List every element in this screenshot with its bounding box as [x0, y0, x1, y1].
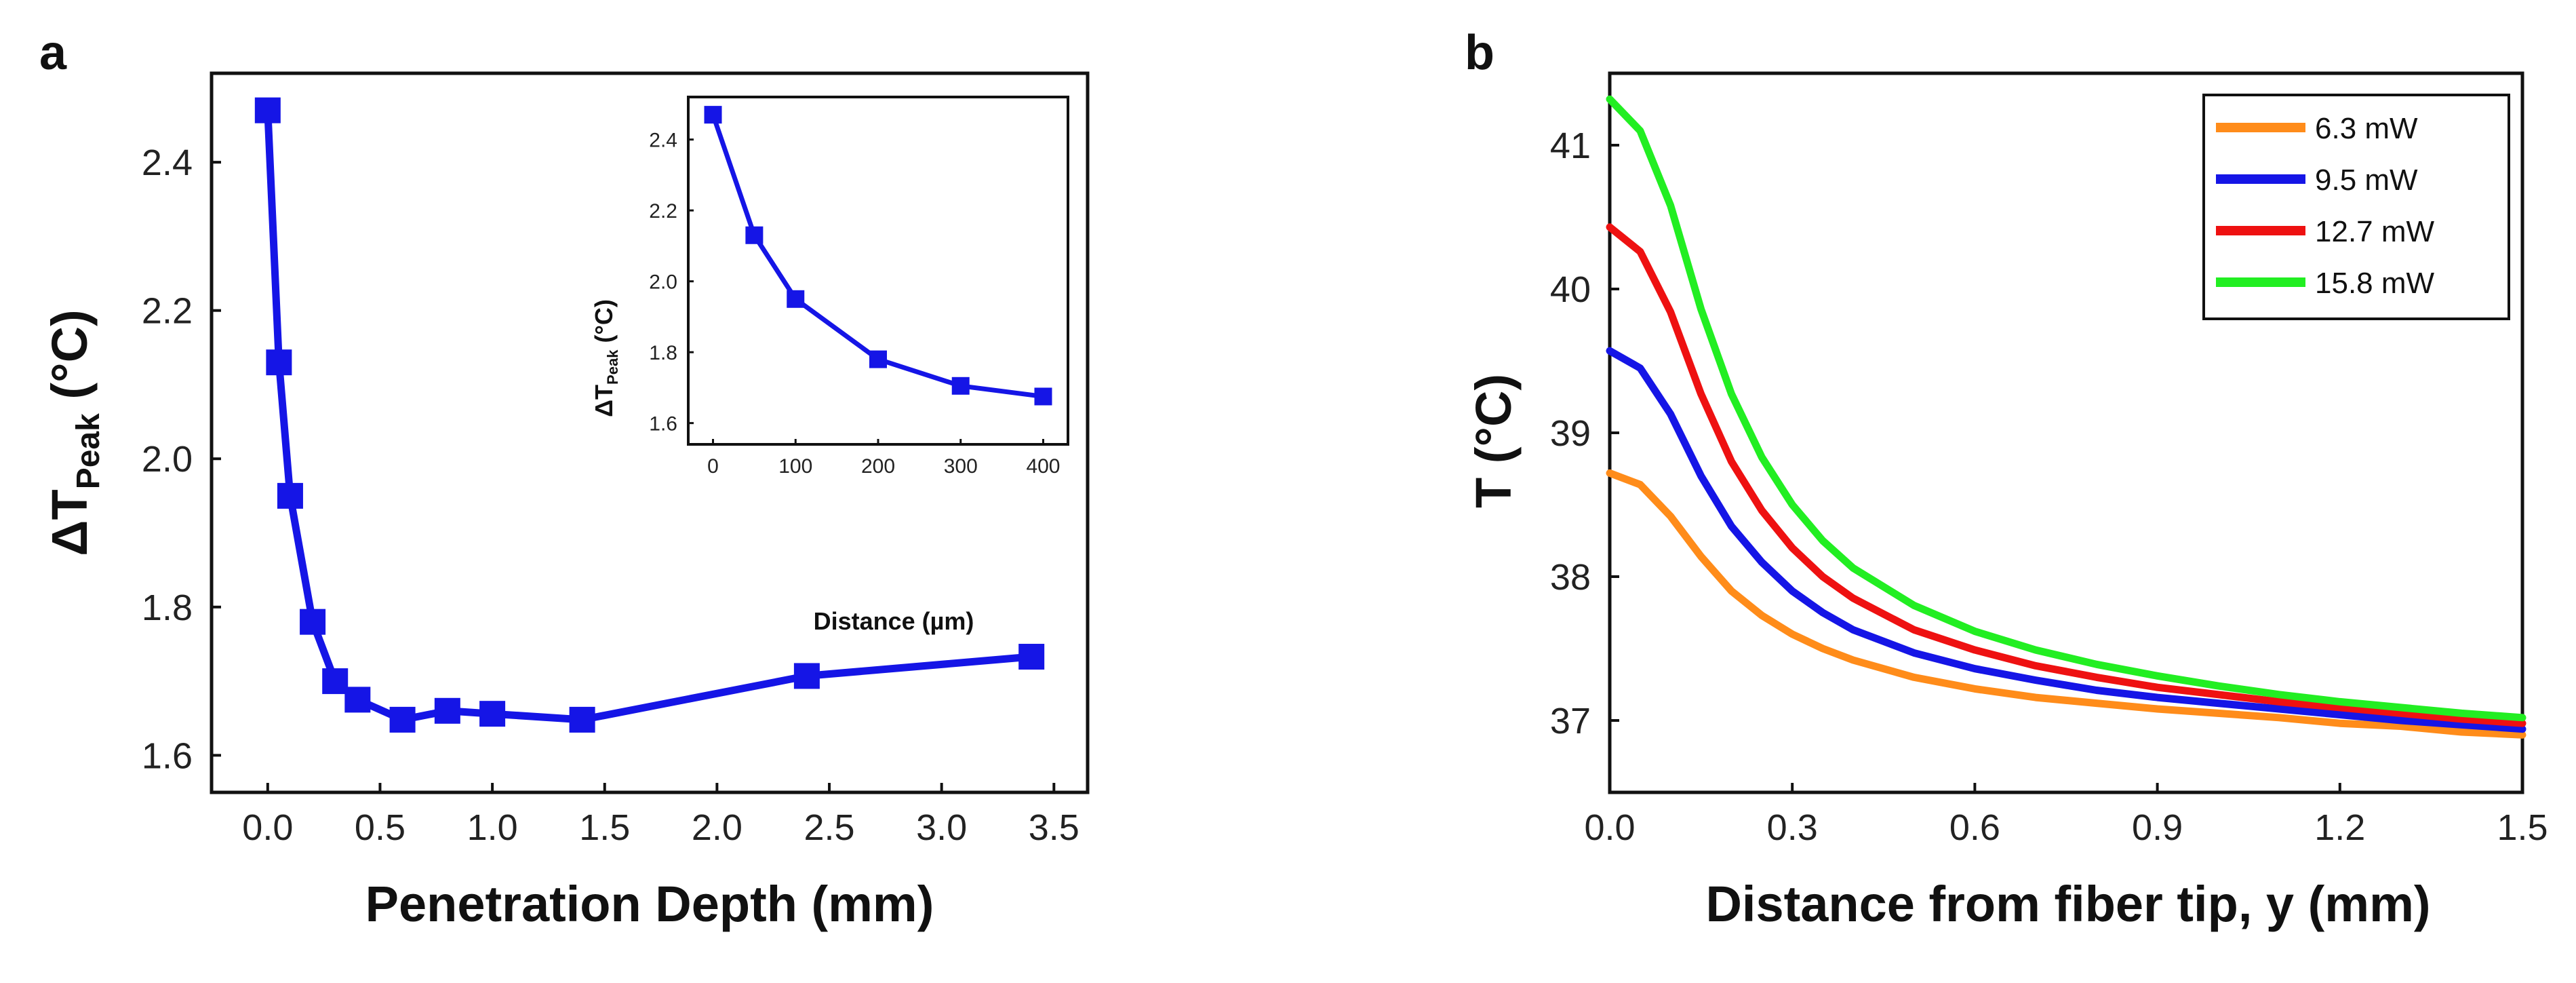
a-inset-y-tick-label: 2.2 [649, 200, 677, 223]
panel-label-a: a [39, 26, 67, 80]
a-main-x-tick-label: 2.0 [692, 807, 742, 848]
a-main-x-tick-label: 0.5 [355, 807, 405, 848]
a-main-data-group [254, 97, 1045, 733]
a-inset-y-tick-label: 1.6 [649, 413, 677, 436]
a-main-data-point [1018, 644, 1045, 670]
plot-frame-a [210, 71, 1090, 794]
a-inset-data-group [704, 106, 1052, 406]
y-axis-title-b: T (°C) [1465, 374, 1522, 508]
a-main-data-point [389, 706, 416, 733]
a-main-data-point [434, 697, 460, 724]
a-main-x-tick-label: 2.5 [804, 807, 854, 848]
b-series-line-3 [1606, 223, 2527, 727]
legend-label-1: 6.3 mW [2315, 112, 2418, 145]
b-x-tick-label: 1.2 [2314, 807, 2365, 848]
a-main-series-line-1 [264, 107, 1035, 724]
a-main-x-tick-label: 1.0 [467, 807, 518, 848]
a-inset-x-tick-label: 200 [861, 455, 895, 478]
chart-b: 0.0 0.3 0.6 0.9 1.2 1.5 37 38 39 40 41 6.3 mW 9.5 m… [1465, 71, 2548, 932]
a-inset-data-point [787, 290, 805, 308]
b-series-line-4 [1606, 95, 2527, 722]
legend-label-2: 9.5 mW [2315, 163, 2418, 197]
legend-label-3: 12.7 mW [2315, 215, 2435, 248]
inset-y-axis-title-suffix: (°C) [590, 299, 618, 349]
a-inset-x-tick-label: 400 [1026, 455, 1060, 478]
inset-y-axis-title-subscript: Peak [604, 349, 621, 385]
a-main-data-point [254, 97, 281, 123]
a-main-y-tick-label: 2.2 [142, 291, 193, 332]
b-y-tick-label: 38 [1550, 557, 1591, 598]
b-x-tick-label: 0.3 [1767, 807, 1818, 848]
b-series-line-2 [1606, 347, 2527, 733]
a-main-x-tick-label: 3.5 [1029, 807, 1079, 848]
a-inset-x-tick-label: 0 [707, 455, 719, 478]
a-main-tick-group: 0.0 0.5 1.0 1.5 2.0 2.5 3.0 3.5 1.6 1.8 2.0 2.2 2.4 [142, 142, 1079, 848]
b-x-tick-label: 0.6 [1949, 807, 2000, 848]
a-inset-tick-group: 0 100 200 300 400 1.6 1.8 2.0 2.2 2.4 [649, 130, 1060, 478]
a-main-data-point [322, 668, 349, 695]
a-main-y-tick-label: 1.6 [142, 735, 193, 776]
a-inset-series-line-1 [711, 112, 1046, 399]
legend: 6.3 mW 9.5 mW 12.7 mW 15.8 mW [2202, 94, 2510, 320]
b-x-tick-label: 0.0 [1584, 807, 1635, 848]
a-main-data-point [344, 687, 371, 713]
a-main-data-point [300, 609, 326, 635]
a-main-data-point [479, 701, 506, 727]
y-axis-title-a-prefix: ΔT [41, 489, 98, 556]
a-inset-data-point [704, 106, 722, 124]
a-inset-y-tick-label: 2.0 [649, 271, 677, 294]
x-axis-title-a: Penetration Depth (mm) [365, 876, 934, 932]
y-axis-title-a: ΔTPeak (°C) [41, 309, 106, 556]
a-inset-data-point [869, 350, 887, 368]
a-main-y-tick-label: 2.4 [142, 142, 193, 183]
a-inset-x-tick-label: 300 [944, 455, 978, 478]
a-main-data-point [569, 706, 595, 733]
b-series-line-1 [1606, 469, 2527, 739]
b-y-tick-label: 40 [1550, 269, 1591, 310]
a-main-data-point [277, 482, 303, 509]
b-y-tick-label: 37 [1550, 701, 1591, 741]
panel-label-b: b [1465, 26, 1494, 80]
chart-a-inset: 0 100 200 300 400 1.6 1.8 2.0 2.2 2.4 Distance (µ… [590, 96, 1069, 635]
a-inset-y-tick-label: 2.4 [649, 130, 677, 152]
a-main-y-tick-label: 1.8 [142, 587, 193, 628]
inset-frame [687, 96, 1069, 446]
a-main-x-tick-label: 1.5 [579, 807, 630, 848]
y-axis-title-a-subscript: Peak [71, 413, 106, 489]
legend-label-4: 15.8 mW [2315, 267, 2435, 300]
inset-y-axis-title: ΔTPeak (°C) [590, 299, 621, 417]
a-main-x-tick-label: 0.0 [242, 807, 293, 848]
inset-y-axis-title-prefix: ΔT [590, 385, 618, 417]
b-y-tick-label: 41 [1550, 126, 1591, 166]
x-axis-title-b: Distance from fiber tip, y (mm) [1705, 876, 2430, 932]
chart-a-main: 0.0 0.5 1.0 1.5 2.0 2.5 3.0 3.51.61.82.02.22.4 … [41, 71, 1090, 932]
a-inset-data-point [1034, 387, 1052, 406]
a-inset-x-tick-label: 100 [778, 455, 812, 478]
b-tick-group: 0.0 0.3 0.6 0.9 1.2 1.5 37 38 39 40 41 [1550, 126, 2548, 848]
inset-x-axis-title: Distance (µm) [814, 607, 974, 635]
a-main-y-tick-label: 2.0 [142, 439, 193, 480]
a-main-data-point [266, 349, 292, 376]
a-main-data-point [793, 663, 820, 689]
b-x-tick-label: 1.5 [2497, 807, 2548, 848]
a-inset-data-point [745, 226, 764, 244]
b-data-group [1606, 95, 2527, 739]
a-inset-y-tick-label: 1.8 [649, 342, 677, 364]
b-y-tick-label: 39 [1550, 413, 1591, 454]
a-inset-data-point [951, 377, 970, 395]
b-x-tick-label: 0.9 [2132, 807, 2183, 848]
a-main-x-tick-label: 3.0 [916, 807, 967, 848]
y-axis-title-a-suffix: (°C) [41, 309, 98, 413]
